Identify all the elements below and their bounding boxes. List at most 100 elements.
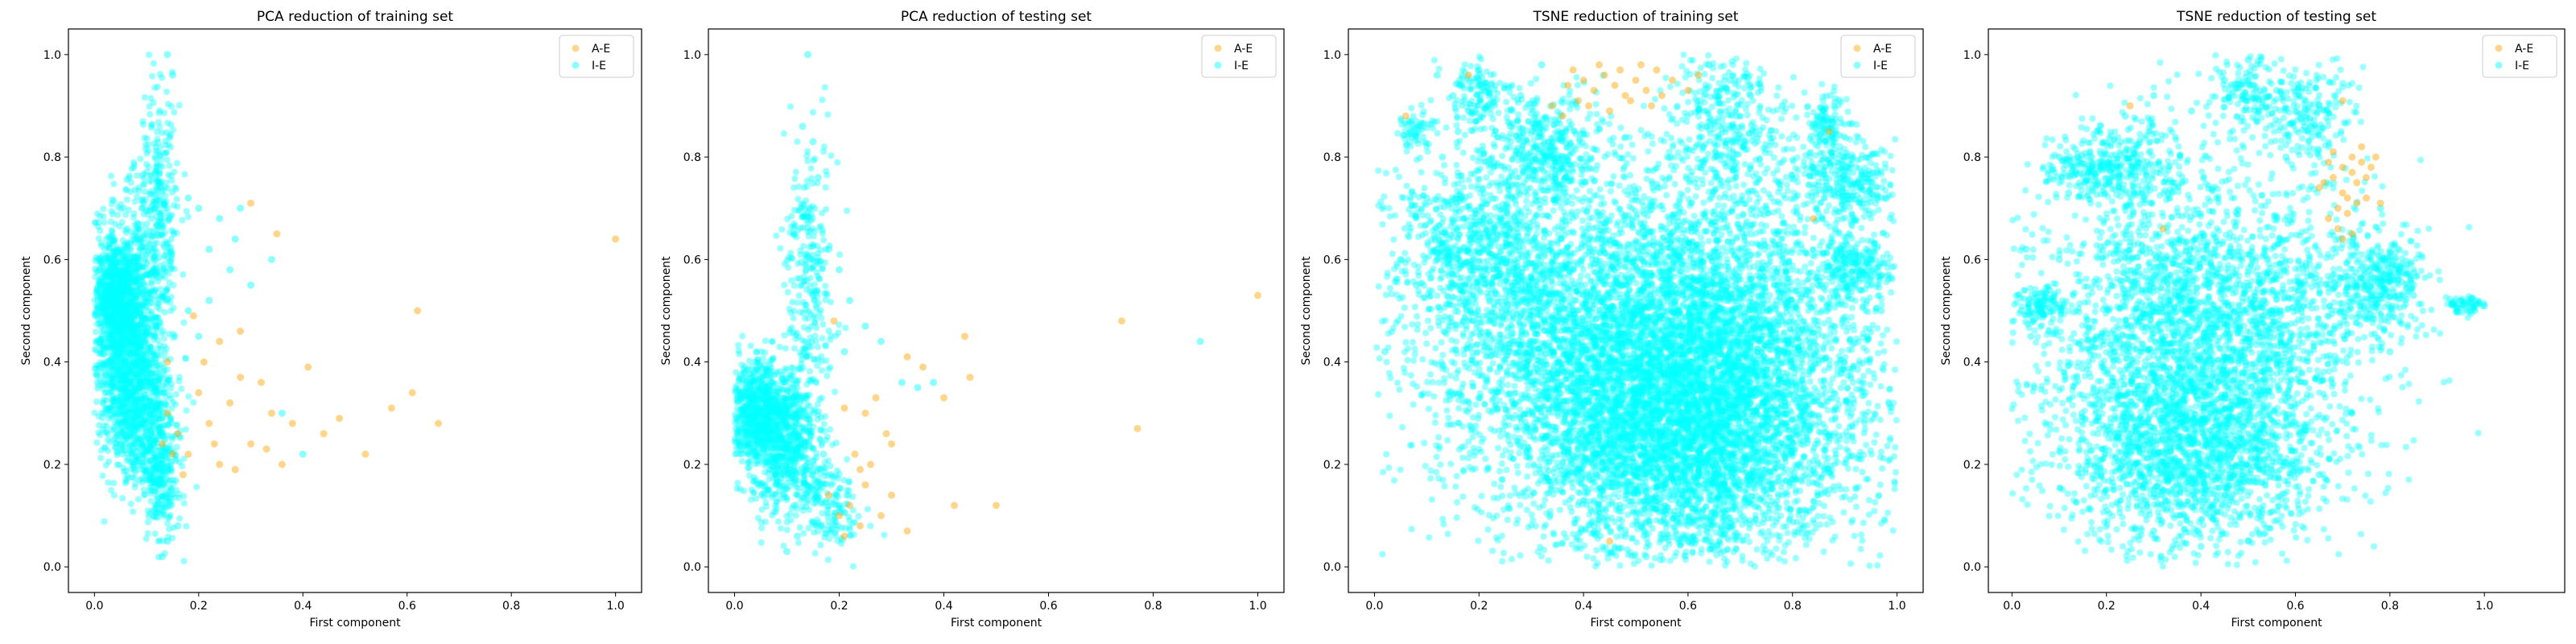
- axes-frame: [708, 28, 1285, 593]
- scatter-point: [2126, 101, 2134, 109]
- scatter-point: [174, 430, 182, 438]
- scatter-point: [872, 394, 880, 402]
- scatter-point: [2022, 246, 2030, 254]
- scatter-point: [163, 409, 171, 417]
- series-i-e: [153, 51, 307, 560]
- scatter-point: [267, 255, 275, 263]
- scatter-point: [914, 383, 922, 391]
- y-tick-label: 0.0: [683, 561, 701, 574]
- scatter-point: [1611, 81, 1619, 89]
- scatter-point: [247, 281, 255, 289]
- scatter-point: [1118, 317, 1125, 325]
- y-tick-label: 0.8: [1963, 151, 1981, 164]
- scatter-point: [1464, 71, 1472, 79]
- scatter-point: [825, 246, 832, 254]
- scatter-point: [951, 502, 958, 510]
- scatter-point: [1810, 163, 1818, 171]
- scatter-point: [1517, 92, 1525, 100]
- scatter-point: [2348, 168, 2356, 176]
- scatter-point: [2396, 266, 2404, 274]
- scatter-density-ie: [1988, 29, 2565, 592]
- x-tick-label: 0.2: [2098, 600, 2116, 613]
- scatter-point: [216, 214, 224, 222]
- scatter-point: [2017, 307, 2025, 315]
- scatter-point: [2149, 527, 2157, 535]
- x-tick-label: 1.0: [607, 600, 625, 613]
- x-tick-label: 0.8: [1144, 600, 1162, 613]
- scatter-point: [336, 415, 344, 423]
- series-a-e: [1402, 61, 1833, 545]
- scatter-point: [153, 502, 161, 510]
- chart-2: 0.0 0.2 0.4 0.6 0.8 1.0 0.0 0.2 0.4 0.6 0.8 1.0 PCA …: [660, 9, 1285, 630]
- y-tick-label: 0.6: [1323, 254, 1341, 266]
- scatter-point: [273, 230, 281, 238]
- scatter-point: [851, 450, 859, 458]
- x-tick-label: 1.0: [2475, 600, 2493, 613]
- scatter-point: [2301, 122, 2309, 130]
- scatter-point: [1642, 552, 1650, 560]
- legend-marker: [1214, 61, 1222, 69]
- scatter-point: [1475, 66, 1483, 74]
- x-tick-label: 0.4: [2192, 600, 2210, 613]
- scatter-point: [1653, 66, 1661, 74]
- scatter-point: [2121, 112, 2129, 120]
- scatter-point: [1407, 127, 1415, 135]
- y-tick-label: 1.0: [1323, 49, 1341, 62]
- scatter-point: [237, 327, 245, 335]
- scatter-point: [867, 460, 874, 469]
- y-tick-label: 0.0: [1963, 561, 1981, 574]
- scatter-point: [387, 404, 395, 412]
- chart-title: PCA reduction of testing set: [901, 9, 1092, 25]
- scatter-point: [857, 465, 864, 473]
- scatter-point: [861, 409, 869, 417]
- x-tick-label: 0.2: [190, 600, 208, 613]
- legend: A-E I-E: [1201, 35, 1277, 78]
- scatter-point: [1433, 71, 1441, 79]
- y-tick-label: 0.2: [1963, 459, 1981, 472]
- scatter-point: [2149, 92, 2157, 100]
- y-axis-label: Second component: [660, 256, 673, 365]
- scatter-point: [257, 378, 265, 386]
- y-tick-label: 0.4: [683, 357, 701, 369]
- scatter-point: [174, 522, 182, 530]
- scatter-point: [288, 419, 296, 427]
- scatter-point: [815, 174, 822, 182]
- scatter-point: [2339, 189, 2347, 197]
- scatter-point: [1684, 86, 1692, 94]
- scatter-point: [1579, 76, 1587, 85]
- scatter-point: [435, 419, 443, 427]
- x-tick-label: 0.0: [2003, 600, 2021, 613]
- scatter-point: [2027, 332, 2035, 341]
- scatter-point: [205, 296, 213, 304]
- scatter-point: [2457, 296, 2465, 304]
- scatter-point: [216, 337, 224, 345]
- scatter-point: [2386, 348, 2394, 356]
- legend-box: [2482, 35, 2557, 78]
- legend-label: I-E: [2515, 60, 2529, 72]
- scatter-point: [2046, 287, 2054, 295]
- scatter-point: [1657, 92, 1666, 100]
- scatter-point: [1402, 112, 1410, 120]
- scatter-point: [846, 502, 853, 510]
- scatter-point: [919, 363, 927, 371]
- scatter-point: [231, 235, 239, 243]
- scatter-point: [408, 389, 416, 397]
- scatter-point: [226, 399, 234, 407]
- scatter-point: [1600, 71, 1608, 79]
- x-axis-label: First component: [2231, 617, 2322, 630]
- scatter-point: [840, 348, 848, 356]
- scatter-point: [993, 502, 1000, 510]
- scatter-point: [840, 532, 848, 540]
- y-tick-label: 0.6: [683, 254, 701, 266]
- x-tick-label: 0.8: [502, 600, 520, 613]
- scatter-point: [1575, 97, 1583, 105]
- legend-label: A-E: [1873, 43, 1892, 56]
- scatter-point: [2363, 194, 2371, 202]
- legend-marker: [1853, 44, 1861, 52]
- legend: A-E I-E: [1840, 35, 1916, 78]
- x-tick-label: 0.6: [398, 600, 416, 613]
- y-tick-label: 0.4: [43, 357, 61, 369]
- legend-label: I-E: [1873, 60, 1888, 72]
- scatter-point: [846, 296, 853, 304]
- scatter-point: [1627, 97, 1635, 105]
